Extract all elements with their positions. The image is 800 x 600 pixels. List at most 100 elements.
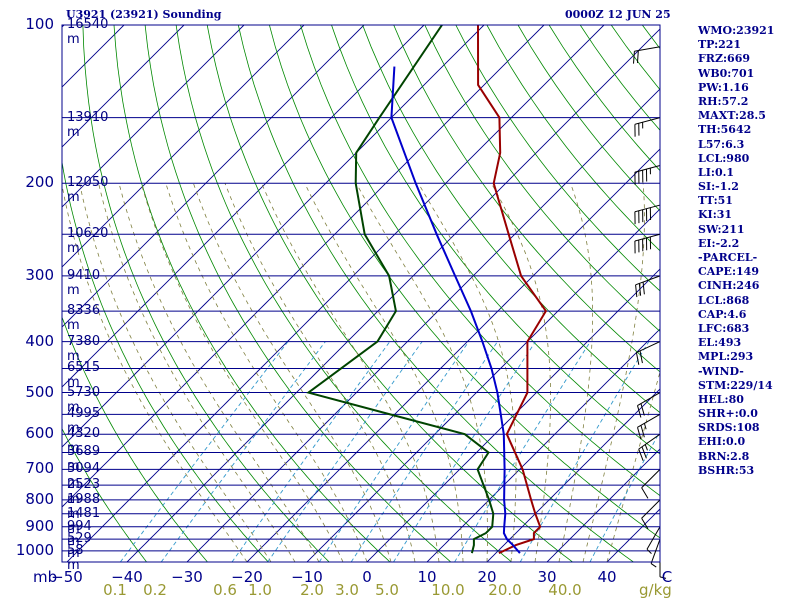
wind-barb bbox=[635, 341, 661, 365]
isotherm-line bbox=[62, 25, 485, 448]
sounding-index: LFC:683 bbox=[698, 321, 750, 335]
height-label: 9410 m bbox=[67, 267, 101, 298]
temperature-tick-label: 40 bbox=[597, 568, 617, 586]
height-label: 7380 m bbox=[67, 333, 101, 364]
wind-barb bbox=[638, 433, 661, 461]
mixing-ratio-tick-label: 10.0 bbox=[431, 581, 465, 599]
sounding-index: SW:211 bbox=[698, 222, 745, 236]
parcel-profile bbox=[390, 66, 521, 554]
isotherm-line bbox=[0, 25, 4, 562]
height-label: 16540 m bbox=[67, 17, 109, 47]
moist-adiabat bbox=[224, 183, 416, 562]
temperature-tick-label: −30 bbox=[171, 568, 203, 586]
moist-adiabat bbox=[304, 183, 464, 562]
dry-adiabat bbox=[362, 25, 660, 414]
sounding-index: WB0:701 bbox=[698, 66, 755, 80]
isotherm-line bbox=[62, 25, 305, 268]
height-label: 4995 m bbox=[67, 406, 101, 437]
sounding-index: LCL:868 bbox=[698, 293, 750, 307]
temperature-tick-label: −10 bbox=[291, 568, 323, 586]
isotherm-line bbox=[486, 388, 660, 562]
dry-adiabat bbox=[62, 159, 269, 562]
sounding-index: MAXT:28.5 bbox=[698, 109, 766, 123]
moist-adiabat bbox=[417, 183, 517, 562]
sounding-index: STM:229/14 bbox=[698, 378, 773, 392]
height-label: 58 m bbox=[67, 542, 84, 573]
sounding-index: SHR+:0.0 bbox=[698, 407, 758, 421]
isotherm-line bbox=[66, 25, 605, 562]
dry-adiabat bbox=[331, 25, 660, 455]
wind-barb bbox=[637, 413, 661, 440]
sounding-index: -WIND- bbox=[698, 364, 744, 378]
dry-adiabat bbox=[424, 25, 660, 332]
isobar-lines bbox=[62, 24, 660, 552]
temperature-tick-label: 20 bbox=[477, 568, 497, 586]
height-label: 5730 m bbox=[67, 384, 101, 415]
sounding-index: SI:-1.2 bbox=[698, 180, 739, 194]
pressure-tick-label: 300 bbox=[25, 265, 54, 284]
isotherm-line bbox=[62, 25, 365, 328]
height-label: 12050 m bbox=[67, 175, 109, 206]
moist-adiabat bbox=[261, 183, 440, 562]
sounding-index: -PARCEL- bbox=[698, 251, 758, 264]
temperature-tick-label: −20 bbox=[231, 568, 263, 586]
moist-adiabats bbox=[62, 183, 660, 562]
isotherm-line bbox=[62, 25, 65, 28]
mixing-ratio-unit-label: g/kg bbox=[639, 581, 672, 599]
sounding-index: SRDS:108 bbox=[698, 421, 760, 435]
sounding-index: PW:1.16 bbox=[698, 80, 749, 94]
wind-barb bbox=[633, 46, 661, 64]
height-label: 4320 m bbox=[67, 426, 101, 457]
temperature-tick-label: 10 bbox=[417, 568, 437, 586]
height-label: 3689 m bbox=[67, 444, 101, 475]
pressure-tick-label: 600 bbox=[25, 424, 54, 443]
mixing-ratio-tick-label: 2.0 bbox=[300, 581, 324, 599]
pressure-tick-label: 100 bbox=[25, 15, 54, 33]
height-label: 994 m bbox=[67, 518, 92, 549]
pressure-tick-label: 200 bbox=[25, 173, 54, 192]
wind-barb bbox=[646, 526, 661, 554]
mixing-ratio-line bbox=[160, 341, 326, 562]
moist-adiabat bbox=[355, 183, 488, 562]
moist-adiabat bbox=[606, 370, 660, 562]
sounding-index: MPL:293 bbox=[698, 350, 754, 364]
wind-barb bbox=[634, 165, 661, 185]
dry-adiabat bbox=[113, 25, 391, 562]
station-title: U3921 (23921) Sounding bbox=[66, 8, 222, 21]
pressure-tick-label: 800 bbox=[25, 489, 54, 508]
dry-adiabat bbox=[144, 25, 452, 562]
sounding-index: LI:0.1 bbox=[698, 165, 735, 179]
mixing-ratio-line bbox=[393, 341, 536, 562]
wind-barb bbox=[635, 275, 661, 298]
sounding-index: HEL:80 bbox=[698, 392, 744, 406]
sounding-index: CAPE:149 bbox=[698, 265, 759, 279]
sounding-index: FRZ:669 bbox=[698, 52, 751, 66]
mixing-ratio-tick-label: 0.1 bbox=[103, 581, 127, 599]
isotherm-line bbox=[606, 508, 660, 562]
temperature-tick-label: −40 bbox=[111, 568, 143, 586]
moist-adiabat bbox=[140, 183, 344, 562]
wind-barb bbox=[650, 538, 661, 568]
pressure-tick-label: 500 bbox=[25, 382, 54, 401]
moist-adiabat bbox=[62, 183, 248, 562]
pressure-tick-label: 400 bbox=[25, 331, 54, 350]
isotherm-line bbox=[426, 328, 660, 562]
sounding-index: TH:5642 bbox=[698, 123, 752, 137]
moist-adiabat bbox=[193, 183, 392, 562]
mixing-ratio-tick-label: 20.0 bbox=[488, 581, 522, 599]
mixing-ratio-tick-label: 40.0 bbox=[548, 581, 582, 599]
mixing-ratio-line bbox=[231, 341, 391, 562]
moist-adiabat bbox=[165, 183, 368, 562]
sounding-index: WMO:23921 bbox=[698, 24, 775, 37]
mixing-ratio-tick-label: 3.0 bbox=[335, 581, 359, 599]
height-label: 3094 m bbox=[67, 461, 101, 492]
mixing-ratio-tick-label: 0.2 bbox=[143, 581, 167, 599]
dry-adiabat bbox=[62, 427, 147, 562]
moist-adiabat bbox=[79, 183, 272, 562]
dry-adiabat bbox=[455, 25, 660, 292]
pressure-tick-label: 700 bbox=[25, 459, 54, 478]
height-label: 1988 m bbox=[67, 491, 101, 522]
dry-adiabat bbox=[393, 25, 660, 373]
sounding-index: RH:57.2 bbox=[698, 94, 749, 108]
